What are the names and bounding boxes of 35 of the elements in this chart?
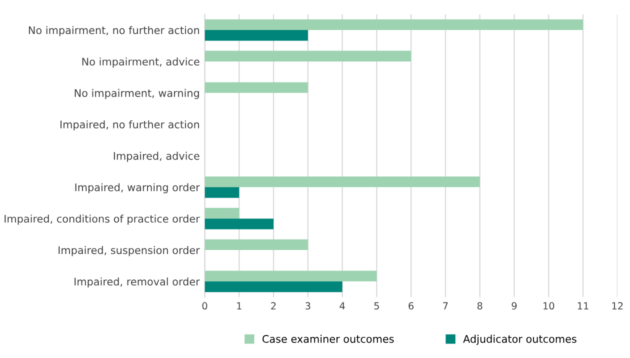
y-tick-label: No impairment, warning bbox=[74, 88, 199, 100]
y-tick-label: Impaired, conditions of practice order bbox=[4, 214, 200, 225]
x-tick-label: 6 bbox=[408, 302, 414, 310]
y-tick-label: Impaired, removal order bbox=[74, 277, 200, 288]
x-tick-label: 8 bbox=[477, 302, 482, 310]
bar bbox=[204, 239, 308, 250]
bar bbox=[204, 281, 342, 292]
x-tick-label: 9 bbox=[512, 302, 517, 310]
bar bbox=[204, 218, 274, 230]
x-tick-label: 3 bbox=[306, 302, 310, 310]
y-tick-label: Impaired, warning order bbox=[75, 183, 200, 194]
y-tick-label: Impaired, no further action bbox=[60, 120, 200, 130]
bar bbox=[204, 50, 412, 62]
x-tick-label: 7 bbox=[443, 302, 448, 310]
x-tick-label: 1 bbox=[237, 302, 242, 310]
x-tick-label: 5 bbox=[374, 302, 379, 310]
legend-label: Adjudicator outcomes bbox=[463, 334, 576, 345]
legend-label: Case examiner outcomes bbox=[262, 334, 394, 343]
y-tick-label: No impairment, advice bbox=[82, 58, 200, 68]
x-tick-label: 11 bbox=[578, 302, 588, 310]
x-tick-label: 0 bbox=[202, 302, 208, 310]
y-tick-label: No impairment, no further action bbox=[28, 26, 200, 36]
x-tick-label: 2 bbox=[271, 302, 276, 310]
x-tick-label: 12 bbox=[612, 302, 623, 310]
bar bbox=[204, 19, 584, 30]
x-tick-label: 10 bbox=[544, 302, 554, 310]
x-tick-label: 4 bbox=[340, 302, 345, 310]
y-tick-label: Impaired, suspension order bbox=[58, 246, 200, 256]
bar bbox=[204, 176, 480, 188]
bar bbox=[204, 208, 240, 219]
y-tick-label: Impaired, advice bbox=[114, 152, 200, 162]
bar bbox=[204, 82, 308, 93]
bar bbox=[204, 30, 308, 41]
bar bbox=[204, 187, 240, 198]
bar bbox=[204, 270, 377, 282]
